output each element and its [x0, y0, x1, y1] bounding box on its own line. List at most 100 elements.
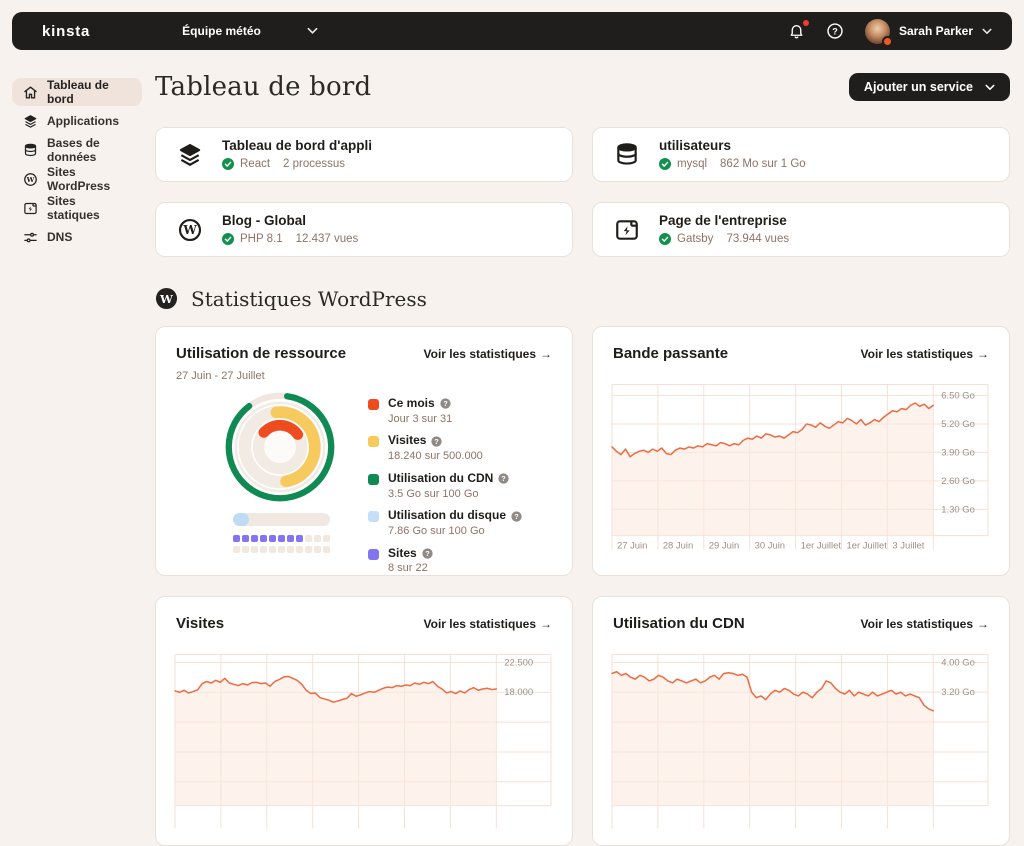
topbar: kinsta Équipe météo ? Sarah Parker [12, 12, 1012, 50]
svg-text:W: W [159, 292, 174, 306]
svg-text:3.20 Go: 3.20 Go [941, 687, 975, 698]
service-card-title: utilisateurs [659, 137, 732, 153]
svg-text:?: ? [833, 26, 839, 36]
question-icon[interactable]: ? [498, 473, 509, 484]
site-dot [295, 546, 304, 554]
site-dot [313, 546, 322, 554]
site-dot [259, 535, 268, 543]
service-card-app-dashboard[interactable]: Tableau de bord d'appli React 2 processu… [155, 127, 573, 182]
avatar-status-badge [881, 35, 893, 47]
avatar [864, 18, 893, 47]
card-title: Utilisation de ressource [176, 345, 347, 362]
sidebar-item-label: Sites WordPress [47, 165, 111, 193]
check-icon [222, 158, 234, 171]
service-card-title: Tableau de bord d'appli [222, 137, 372, 153]
question-icon[interactable]: ? [440, 398, 451, 410]
page-header: Tableau de bord Ajouter un service [155, 66, 1010, 108]
site-dot [277, 546, 286, 554]
sidebar-item-label: Bases de données [47, 136, 100, 164]
service-card-title: Blog - Global [222, 212, 306, 228]
main-content: Tableau de bord Ajouter un service Table… [155, 66, 1010, 846]
team-selector-label: Équipe météo [182, 24, 261, 38]
kinsta-logo[interactable]: kinsta [42, 22, 91, 40]
view-statistics-link[interactable]: Voir les statistiques → [860, 347, 989, 362]
service-card-detail: 2 processus [283, 157, 346, 170]
service-cards: Tableau de bord d'appli React 2 processu… [155, 127, 1010, 257]
static-site-icon [23, 201, 38, 216]
svg-text:W: W [26, 175, 35, 183]
svg-text:?: ? [443, 399, 448, 408]
user-name: Sarah Parker [898, 24, 973, 38]
card-title: Bande passante [613, 345, 729, 362]
site-dot [313, 535, 322, 543]
sidebar-item-applications[interactable]: Applications [12, 107, 142, 135]
cdn-usage-card: Utilisation du CDN Voir les statistiques… [592, 596, 1010, 846]
notification-dot [802, 19, 809, 26]
service-card-status: Gatsby [677, 232, 714, 245]
question-icon[interactable]: ? [511, 510, 522, 522]
service-card-status: PHP 8.1 [240, 232, 283, 245]
legend-swatch [368, 399, 379, 410]
layers-icon [23, 114, 38, 129]
resource-legend: Ce mois? Jour 3 sur 31 Visites? 18.240 s… [368, 396, 522, 575]
service-card-title: Page de l'entreprise [659, 212, 787, 228]
view-statistics-link[interactable]: Voir les statistiques → [423, 617, 552, 632]
topbar-actions: ? Sarah Parker [787, 18, 996, 47]
sidebar-item-label: DNS [47, 230, 73, 244]
svg-text:27 Juin: 27 Juin [617, 541, 647, 552]
add-service-button[interactable]: Ajouter un service [848, 73, 1010, 101]
visits-card: Visites Voir les statistiques → 22.500 18.… [155, 596, 573, 846]
view-statistics-link[interactable]: Voir les statistiques → [423, 347, 552, 362]
legend-item: Utilisation du disque? 7.86 Go sur 100 G… [368, 508, 522, 537]
legend-swatch [368, 511, 379, 523]
notifications-button[interactable] [787, 19, 809, 41]
service-card-database-users[interactable]: utilisateurs mysql 862 Mo sur 1 Go [592, 127, 1010, 182]
service-card-company-page[interactable]: Page de l'entreprise Gatsby 73.944 vues [592, 202, 1010, 257]
check-icon [659, 158, 671, 171]
view-statistics-link[interactable]: Voir les statistiques → [860, 617, 989, 632]
sidebar-item-label: Applications [47, 114, 120, 128]
database-icon [23, 143, 38, 158]
svg-text:4.00 Go: 4.00 Go [941, 657, 975, 668]
site-dot [250, 535, 259, 543]
site-dot [268, 546, 277, 554]
stats-cards: Utilisation de ressource Voir les statis… [155, 326, 1010, 846]
svg-text:22.500: 22.500 [504, 657, 533, 668]
site-dot [295, 535, 304, 543]
site-dot [286, 535, 295, 543]
svg-text:18.000: 18.000 [504, 687, 533, 698]
sidebar-item-dns[interactable]: DNS [12, 223, 142, 251]
help-button[interactable]: ? [826, 22, 845, 41]
question-icon[interactable]: ? [431, 436, 443, 447]
site-dot [286, 546, 295, 554]
legend-swatch [368, 436, 379, 448]
site-dot [322, 546, 331, 554]
sidebar-item-wordpress-sites[interactable]: W Sites WordPress [12, 165, 142, 193]
sidebar-item-static-sites[interactable]: Sites statiques [12, 194, 142, 222]
svg-text:29 Juin: 29 Juin [709, 541, 739, 552]
question-icon[interactable]: ? [422, 548, 433, 559]
sidebar: Tableau de bord Applications Bases de do… [12, 78, 142, 252]
sidebar-item-dashboard[interactable]: Tableau de bord [12, 78, 142, 106]
site-dot [233, 535, 241, 543]
service-card-blog-global[interactable]: W Blog - Global PHP 8.1 12.437 vues [155, 202, 573, 257]
service-card-detail: 73.944 vues [726, 232, 790, 245]
cdn-usage-chart: 4.00 Go 3.20 Go [611, 653, 989, 829]
site-dot [233, 546, 241, 554]
site-dot [259, 546, 268, 554]
team-selector[interactable]: Équipe météo [182, 24, 318, 38]
database-icon [614, 142, 640, 168]
arrow-right-icon: → [977, 347, 989, 362]
resource-donut-chart [225, 392, 335, 502]
sites-dots [233, 535, 331, 554]
user-menu[interactable]: Sarah Parker [864, 18, 992, 47]
sidebar-item-databases[interactable]: Bases de données [12, 136, 142, 164]
help-icon: ? [826, 22, 844, 40]
svg-text:1.30 Go: 1.30 Go [941, 504, 975, 515]
svg-text:?: ? [425, 549, 430, 558]
site-dot [322, 535, 331, 543]
legend-swatch [368, 473, 379, 485]
legend-item: Ce mois? Jour 3 sur 31 [368, 396, 522, 425]
legend-item: Sites? 8 sur 22 [368, 546, 522, 575]
service-card-detail: 862 Mo sur 1 Go [720, 157, 806, 170]
